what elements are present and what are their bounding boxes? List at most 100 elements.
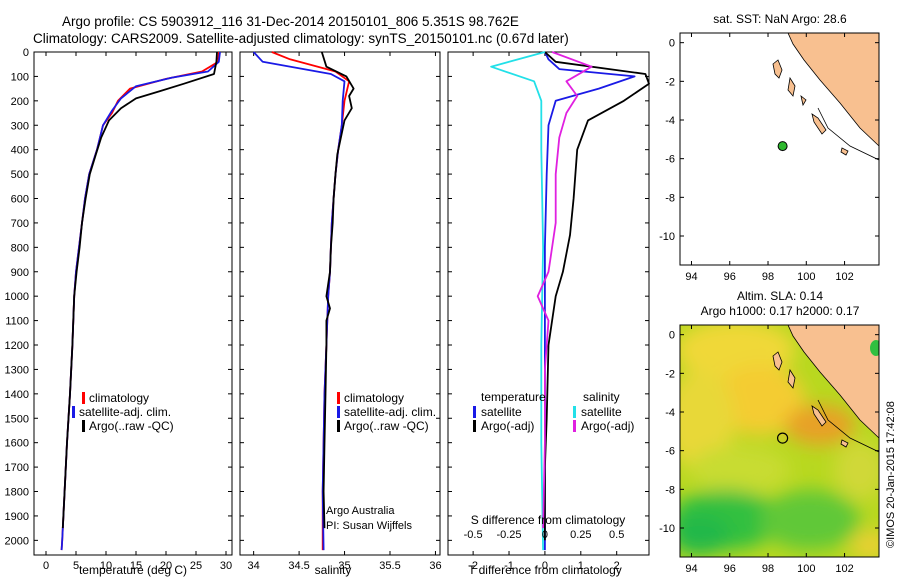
top-tick-label: 0.5 — [609, 529, 624, 541]
x-tick-label: 15 — [130, 560, 142, 572]
temperature-legend: climatology satellite-adj. clim. Argo(..… — [72, 391, 174, 433]
sla-blob — [680, 370, 735, 470]
legend-swatch-temp-argo — [473, 420, 476, 432]
x-tick-label: 20 — [160, 560, 172, 572]
legend-label-climatology: climatology — [89, 391, 149, 405]
sla-blob — [785, 405, 855, 445]
depth-tick-label: 0 — [23, 47, 29, 59]
legend-swatch-sal-argo — [573, 420, 576, 432]
temperature-xlabel: temperature (deg C) — [79, 563, 187, 577]
series-line-satellite-adj-clim- — [252, 51, 346, 551]
depth-tick-label: 1000 — [5, 291, 29, 303]
sumatra-land — [787, 325, 879, 439]
depth-tick-label: 1900 — [5, 511, 29, 523]
x-tick-label: 10 — [100, 560, 112, 572]
sla-field — [680, 325, 879, 557]
siberut-island — [811, 113, 827, 135]
sla-blob — [835, 440, 879, 500]
x-tick-label: -2 — [468, 560, 478, 572]
x-tick-label: 1 — [578, 560, 584, 572]
legend-label-temp-argo: Argo(-adj) — [481, 419, 534, 433]
x-tick-label: 30 — [220, 560, 232, 572]
sla-map-frame — [679, 324, 880, 558]
difference-legend: temperature salinity satellite Argo(-adj… — [473, 390, 634, 433]
legend-label-temp-satellite: satellite — [481, 405, 522, 419]
legend-swatch-argo — [337, 420, 340, 432]
title-line-2: Climatology: CARS2009. Satellite-adjuste… — [33, 31, 569, 46]
lat-tick-label: -4 — [665, 407, 675, 419]
x-tick-label: 36 — [429, 560, 441, 572]
depth-axis: 0 100 200 300 400 500 600 700 800 900 1000 1100 1200… — [5, 47, 649, 547]
depth-tick-label: 200 — [11, 96, 29, 108]
lon-tick-label: 94 — [685, 271, 697, 283]
sla-blob — [690, 445, 790, 495]
lat-tick-label: -8 — [665, 484, 675, 496]
salinity-xlabel: salinity — [315, 563, 352, 577]
legend-label-sal-argo: Argo(-adj) — [581, 419, 634, 433]
sst-map-frame — [679, 32, 880, 266]
sla-blob — [870, 340, 879, 356]
enggano-island — [840, 439, 849, 448]
argo-float-marker — [777, 141, 788, 152]
salinity-axes-frame — [239, 51, 441, 556]
top-tick-label: 0.25 — [570, 529, 591, 541]
lon-tick-label: 98 — [762, 563, 774, 575]
top-tick-label: -0.5 — [464, 529, 483, 541]
lon-tick-label: 98 — [762, 271, 774, 283]
x-tick-label: 34 — [248, 560, 260, 572]
lat-tick-label: -2 — [665, 368, 675, 380]
legend-swatch-satellite — [72, 406, 75, 418]
legend-swatch-climatology — [82, 392, 85, 404]
series-line-satellite — [544, 51, 636, 551]
top-tick-label: 0 — [542, 529, 548, 541]
batu-island — [800, 94, 807, 107]
argo-float-marker — [776, 432, 789, 444]
sla-blob — [680, 515, 730, 555]
credit-text: ©IMOS 20-Jan-2015 17:42:08 — [885, 401, 897, 548]
lon-tick-label: 100 — [797, 563, 815, 575]
depth-tick-label: 1700 — [5, 462, 29, 474]
salinity-legend: climatology satellite-adj. clim. Argo(..… — [337, 391, 436, 433]
depth-tick-label: 400 — [11, 145, 29, 157]
depth-tick-label: 1100 — [5, 316, 29, 328]
lat-tick-label: -6 — [665, 446, 675, 458]
depth-tick-label: 1500 — [5, 413, 29, 425]
sla-map — [680, 325, 879, 557]
lat-tick-label: -8 — [665, 192, 675, 204]
sla-map-title-2: Argo h1000: 0.17 h2000: 0.17 — [701, 304, 860, 318]
difference-plot: -2 -1 0 1 2 -0.5 -0.25 0 0.25 0.5 — [464, 51, 650, 572]
depth-tick-label: 1300 — [5, 364, 29, 376]
series-line-satellite — [490, 51, 546, 551]
series-line-argo-raw-qc- — [320, 51, 355, 529]
top-tick-label: -0.25 — [496, 529, 521, 541]
depth-tick-label: 2000 — [5, 535, 29, 547]
difference-xlabel-top: S difference from climatology — [471, 513, 626, 527]
salinity-plot: 34 34.5 35 35.5 36 — [248, 51, 442, 572]
x-tick-label: 35.5 — [379, 560, 400, 572]
lat-tick-label: -10 — [659, 523, 675, 535]
sla-blob — [850, 530, 879, 557]
x-tick-label: -1 — [504, 560, 514, 572]
temperature-plot: 0 5 10 15 20 25 30 — [43, 51, 232, 572]
lon-tick-label: 96 — [724, 563, 736, 575]
x-tick-label: 34.5 — [288, 560, 309, 572]
series-line-argo-adj- — [544, 51, 650, 541]
x-tick-label: 5 — [73, 560, 79, 572]
lon-tick-label: 94 — [685, 563, 697, 575]
x-tick-label: 35 — [338, 560, 350, 572]
lon-tick-label: 96 — [724, 271, 736, 283]
legend-label-satellite: satellite-adj. clim. — [79, 405, 171, 419]
coast-contour — [817, 107, 879, 161]
attribution-line-1: Argo Australia — [326, 505, 395, 517]
legend-label-argo: Argo(..raw -QC) — [344, 419, 429, 433]
lat-tick-label: -10 — [659, 231, 675, 243]
lon-tick-label: 102 — [835, 563, 853, 575]
series-line-satellite-adj-clim- — [60, 51, 221, 551]
nias-island — [787, 76, 796, 97]
depth-tick-label: 1200 — [5, 340, 29, 352]
enggano-island — [840, 147, 849, 156]
sst-map-title: sat. SST: NaN Argo: 28.6 — [713, 12, 847, 26]
depth-tick-label: 100 — [11, 71, 29, 83]
simeulue-island — [772, 59, 783, 79]
